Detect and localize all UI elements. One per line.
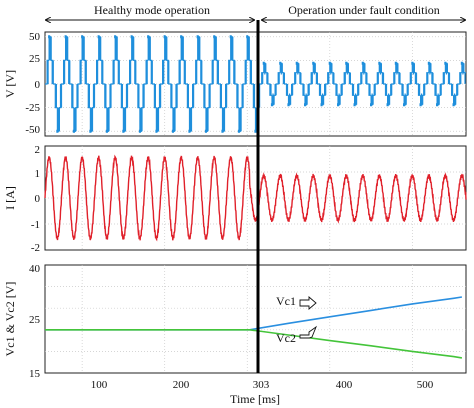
y-tick-label: 50 (29, 31, 41, 43)
y-tick-label: 2 (35, 144, 41, 156)
x-tick-label: 500 (417, 379, 434, 391)
capacitor-y-label: Vc1 & Vc2 [V] (3, 282, 17, 357)
fault-mode-label: Operation under fault condition (288, 3, 440, 17)
vc1-callout: Vc1 (276, 294, 317, 310)
voltage-y-label: V [V] (3, 70, 17, 98)
x-tick-label: 100 (91, 379, 108, 391)
y-tick-label: 0 (35, 193, 41, 205)
y-tick-label: -1 (31, 219, 40, 231)
vc1-series-line (45, 296, 463, 331)
plot-lines (44, 35, 467, 359)
vc2-label: Vc2 (276, 331, 296, 345)
x-tick-label: 400 (336, 379, 353, 391)
healthy-mode-label: Healthy mode operation (94, 3, 210, 17)
vc1-label: Vc1 (276, 294, 296, 308)
current-y-label: I [A] (3, 186, 17, 210)
x-tick-label: 200 (173, 379, 190, 391)
y-tick-label: -25 (25, 102, 40, 114)
y-tick-label: -50 (25, 124, 40, 136)
phase-annotation: Healthy mode operation Operation under f… (45, 3, 466, 20)
y-tick-label: 40 (29, 263, 41, 275)
y-tick-label: 15 (29, 368, 41, 380)
capacitor-panel-frame (44, 264, 467, 374)
vc2-series-line (45, 329, 463, 359)
y-tick-label: 0 (35, 79, 41, 91)
vc2-callout: Vc2 (276, 325, 317, 345)
y-tick-label: 1 (35, 168, 41, 180)
y-tick-label: -2 (31, 242, 40, 254)
x-tick-label: 303 (253, 379, 270, 391)
y-tick-label: 25 (29, 314, 41, 326)
voltage-envelope-line (48, 35, 463, 133)
vc1-pointer-arrow (299, 296, 317, 310)
vc2-pointer-arrow (299, 325, 317, 339)
y-tick-label: 25 (29, 53, 41, 65)
x-axis-label: Time [ms] (230, 392, 280, 406)
current-series-line (44, 154, 467, 242)
